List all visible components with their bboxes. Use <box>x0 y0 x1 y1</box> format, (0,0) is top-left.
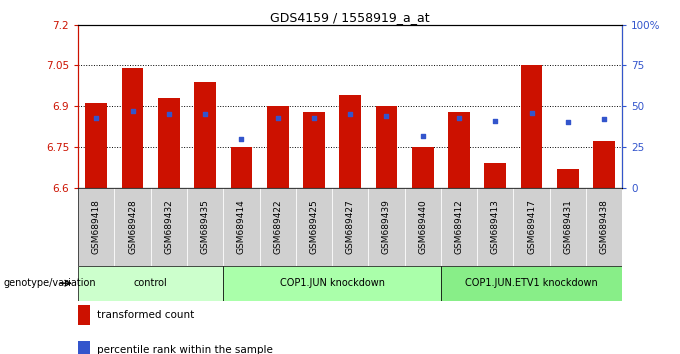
Bar <box>158 98 180 188</box>
Bar <box>187 188 223 266</box>
Point <box>91 115 102 120</box>
Text: COP1.JUN.ETV1 knockdown: COP1.JUN.ETV1 knockdown <box>465 278 598 288</box>
Bar <box>557 169 579 188</box>
Text: GSM689414: GSM689414 <box>237 199 246 254</box>
Point <box>454 115 464 120</box>
Bar <box>405 188 441 266</box>
Text: GSM689418: GSM689418 <box>92 199 101 254</box>
Bar <box>78 188 114 266</box>
Bar <box>78 266 223 301</box>
Point <box>345 112 356 117</box>
Text: genotype/variation: genotype/variation <box>3 278 96 288</box>
Text: GSM689417: GSM689417 <box>527 199 536 254</box>
Text: GSM689439: GSM689439 <box>382 199 391 254</box>
Text: GSM689413: GSM689413 <box>491 199 500 254</box>
Bar <box>296 188 332 266</box>
Bar <box>223 188 260 266</box>
Bar <box>260 188 296 266</box>
Point <box>309 115 320 120</box>
Text: GSM689428: GSM689428 <box>128 199 137 254</box>
Point <box>236 136 247 142</box>
Bar <box>369 188 405 266</box>
Text: GSM689425: GSM689425 <box>309 199 318 254</box>
Point <box>200 112 211 117</box>
Text: GSM689438: GSM689438 <box>600 199 609 254</box>
Point <box>418 133 428 138</box>
Bar <box>477 188 513 266</box>
Bar <box>448 112 470 188</box>
Point <box>381 113 392 119</box>
Bar <box>151 188 187 266</box>
Bar <box>521 65 543 188</box>
Text: GSM689412: GSM689412 <box>454 199 464 254</box>
Point <box>526 110 537 115</box>
Title: GDS4159 / 1558919_a_at: GDS4159 / 1558919_a_at <box>271 11 430 24</box>
Bar <box>194 82 216 188</box>
Bar <box>114 188 151 266</box>
Text: GSM689440: GSM689440 <box>418 199 427 254</box>
Point <box>272 115 283 120</box>
Point <box>598 116 609 122</box>
Bar <box>549 188 586 266</box>
Text: GSM689422: GSM689422 <box>273 199 282 254</box>
Bar <box>484 163 506 188</box>
Bar <box>593 142 615 188</box>
Point <box>163 112 174 117</box>
Bar <box>332 188 369 266</box>
Point <box>562 120 573 125</box>
Text: GSM689431: GSM689431 <box>563 199 573 254</box>
Bar <box>441 266 622 301</box>
Bar <box>586 188 622 266</box>
Text: transformed count: transformed count <box>97 310 194 320</box>
Bar <box>513 188 549 266</box>
Text: percentile rank within the sample: percentile rank within the sample <box>97 346 273 354</box>
Bar <box>231 147 252 188</box>
Text: GSM689435: GSM689435 <box>201 199 209 254</box>
Text: GSM689427: GSM689427 <box>345 199 355 254</box>
Text: GSM689432: GSM689432 <box>165 199 173 254</box>
Text: control: control <box>134 278 167 288</box>
Point <box>127 108 138 114</box>
Point <box>490 118 500 124</box>
Bar <box>339 95 361 188</box>
Text: COP1.JUN knockdown: COP1.JUN knockdown <box>279 278 385 288</box>
Bar <box>122 68 143 188</box>
Bar <box>441 188 477 266</box>
Bar <box>375 106 397 188</box>
Bar <box>86 103 107 188</box>
Bar <box>303 112 325 188</box>
Bar <box>223 266 441 301</box>
Bar <box>412 147 434 188</box>
Bar <box>267 106 288 188</box>
